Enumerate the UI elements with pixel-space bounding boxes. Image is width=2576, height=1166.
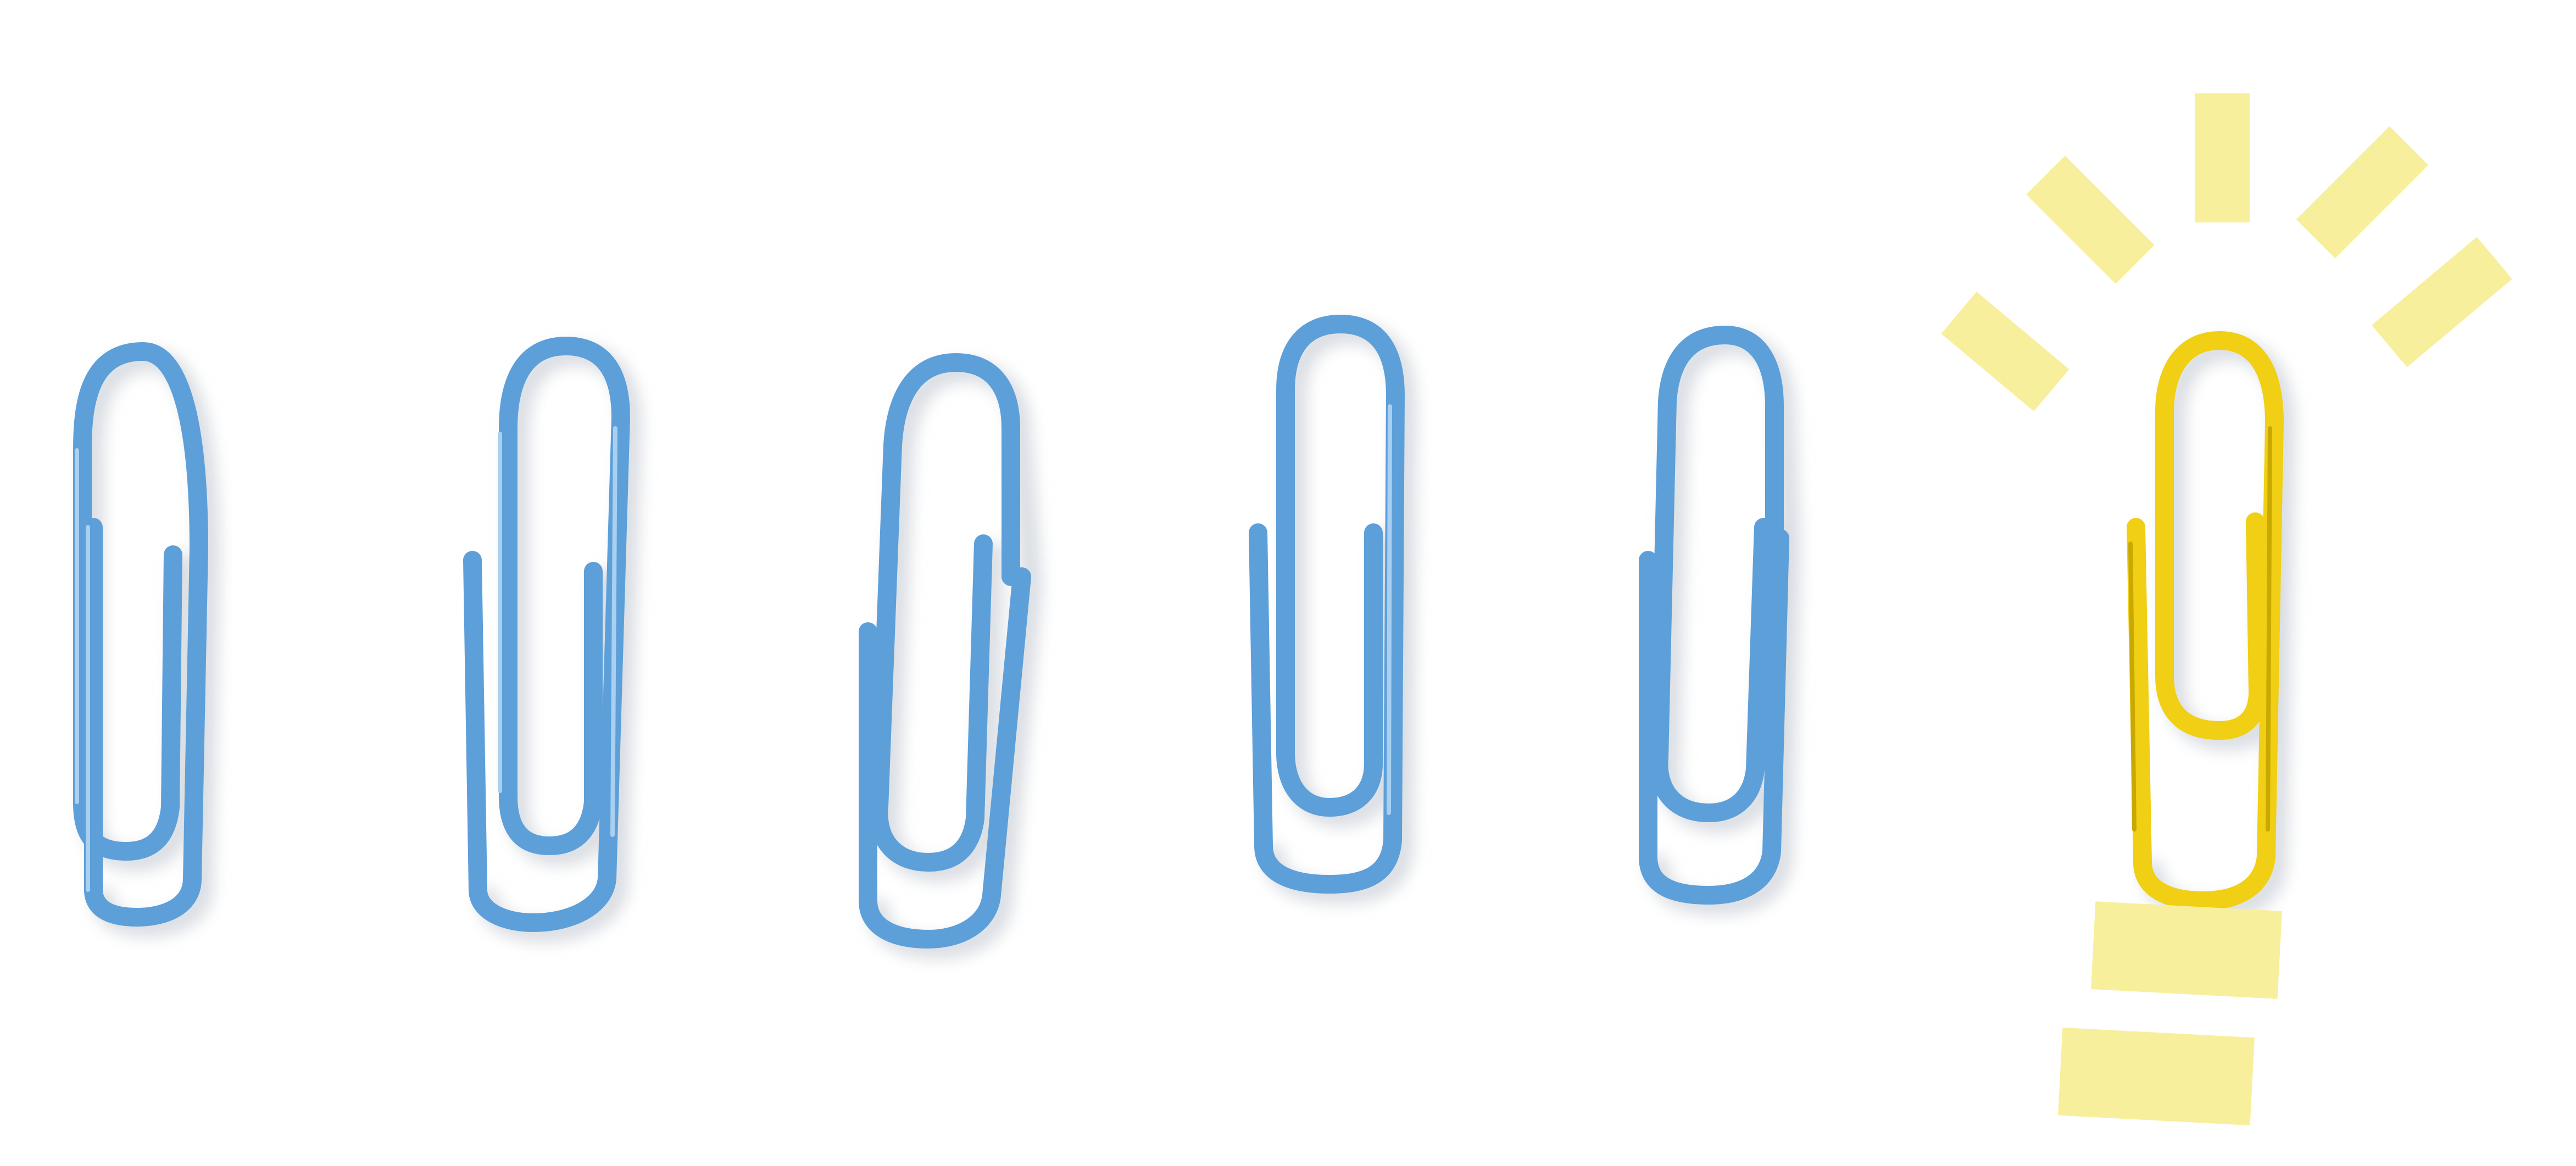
- base-bar-1: [2091, 901, 2282, 999]
- base-bar-2: [2058, 1027, 2255, 1126]
- idea-rays: [1941, 93, 2512, 412]
- clip-blue-5: [1639, 325, 1801, 916]
- ray-top: [2195, 93, 2250, 222]
- clip-blue-1: [73, 342, 220, 938]
- idea-base: [2058, 901, 2282, 1126]
- clip-blue-4: [1249, 314, 1417, 905]
- clip-blue-2: [463, 336, 642, 943]
- ray-upper-right: [2296, 126, 2429, 259]
- ray-left: [1941, 291, 2069, 412]
- ray-right: [2372, 237, 2512, 367]
- ray-upper-left: [2026, 155, 2155, 284]
- clip-blue-3: [859, 353, 1043, 959]
